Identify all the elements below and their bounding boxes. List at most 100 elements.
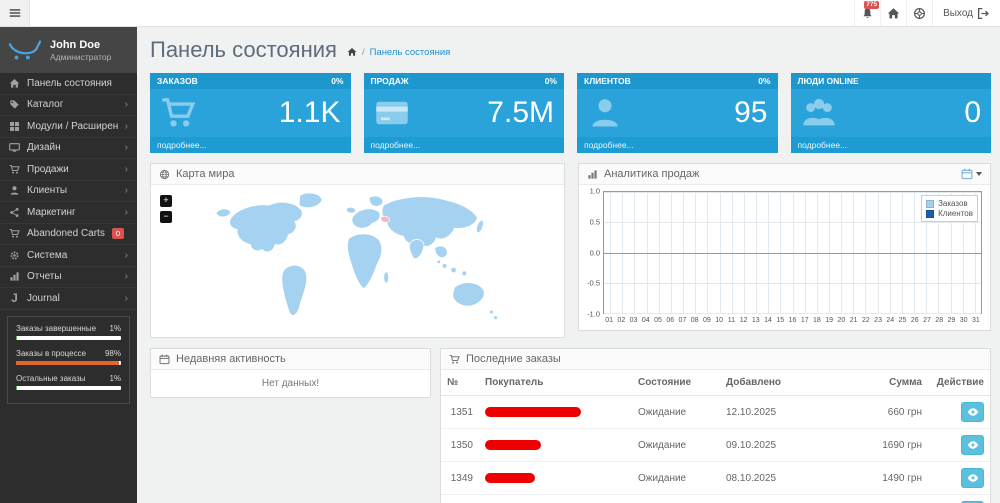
x-tick-label: 04	[641, 317, 650, 324]
share-icon	[9, 207, 20, 218]
order-id: 1349	[441, 461, 479, 495]
x-tick-label: 11	[727, 317, 735, 324]
chevron-right-icon: ›	[124, 271, 128, 283]
sign-out-icon	[977, 7, 990, 20]
y-tick-label: 1.0	[589, 186, 600, 196]
x-tick-label: 03	[629, 317, 638, 324]
order-total: 525 грн	[838, 494, 928, 503]
sidebar-item-customers[interactable]: Клиенты ›	[0, 181, 137, 202]
stat-tiles: ЗАКАЗОВ 0% 1.1K подробнее... ПРОДАЖ 0% 7.5…	[150, 73, 991, 153]
calendar-icon	[159, 354, 170, 365]
stat-progress-fill	[16, 335, 18, 340]
x-tick-label: 06	[666, 317, 675, 324]
tile-sales: ПРОДАЖ 0% 7.5M подробнее...	[363, 73, 564, 153]
world-map-image	[215, 192, 498, 321]
y-tick-label: -1.0	[587, 309, 600, 319]
x-tick-label: 26	[910, 317, 919, 324]
legend-swatch	[926, 199, 935, 208]
view-order-button[interactable]	[961, 402, 984, 422]
x-tick-label: 18	[813, 317, 821, 324]
x-tick-label: 13	[751, 317, 760, 324]
legend-entry: Заказов	[926, 199, 973, 208]
breadcrumb-link-dashboard[interactable]: Панель состояния	[369, 46, 451, 58]
world-map[interactable]: + −	[151, 185, 564, 337]
storefront-home-button[interactable]	[880, 0, 906, 26]
sidebar-item-marketing[interactable]: Маркетинг ›	[0, 202, 137, 224]
x-tick-label: 21	[849, 317, 858, 324]
x-tick-label: 28	[935, 317, 944, 324]
stat-orders-completed: Заказы завершенные 1%	[16, 324, 121, 340]
life-ring-icon	[913, 7, 926, 20]
recent-activity-panel: Недавняя активность Нет данных!	[150, 348, 431, 398]
chevron-right-icon: ›	[124, 142, 128, 154]
view-order-button[interactable]	[961, 435, 984, 455]
x-tick-label: 23	[874, 317, 882, 324]
tile-more-link[interactable]: подробнее...	[363, 137, 564, 153]
y-tick-label: 0.0	[589, 248, 600, 257]
progress-track	[16, 335, 121, 340]
legend-swatch	[926, 209, 935, 218]
notifications-badge: 775	[864, 1, 880, 9]
chart-period-dropdown[interactable]	[961, 168, 982, 180]
x-tick-label: 07	[678, 317, 687, 324]
sidebar-item-extensions[interactable]: Модули / Расширения ›	[0, 116, 137, 138]
sidebar-item-reports[interactable]: Отчеты ›	[0, 267, 137, 288]
notifications-button[interactable]: 775	[854, 0, 880, 26]
sidebar-item-dashboard[interactable]: Панель состояния	[0, 73, 137, 95]
order-row: 1348 Ожидание 29.09.2025 525 грн	[441, 494, 990, 503]
activity-empty-message: Нет данных!	[261, 378, 320, 389]
map-zoom-in-button[interactable]: +	[160, 195, 172, 207]
sidebar-nav: Панель состояния Каталог › Модули / Расш…	[0, 73, 137, 310]
topbar: 775 Выход	[0, 0, 1000, 27]
view-order-button[interactable]	[961, 468, 984, 488]
x-tick-label: 25	[898, 317, 907, 324]
tile-more-link[interactable]: подробнее...	[150, 137, 351, 153]
cart-icon	[9, 164, 20, 175]
map-highlight-region	[380, 215, 390, 223]
order-row: 1351 Ожидание 12.10.2025 660 грн	[441, 395, 990, 429]
order-status: Ожидание	[632, 395, 720, 429]
cart-icon	[160, 95, 196, 131]
progress-track	[16, 385, 121, 390]
panel-title: Аналитика продаж	[604, 168, 700, 180]
menu-toggle-button[interactable]	[0, 0, 30, 26]
sidebar-item-abandoned-carts[interactable]: Abandoned Carts 0	[0, 224, 137, 245]
x-tick-label: 09	[703, 317, 711, 324]
chart-plot: Заказов Клиентов	[603, 191, 982, 314]
order-id: 1351	[441, 395, 479, 429]
x-tick-label: 14	[764, 317, 772, 324]
order-status: Ожидание	[632, 428, 720, 462]
sidebar-profile[interactable]: John Doe Администратор	[0, 27, 137, 73]
panel-title: Последние заказы	[466, 353, 561, 365]
sidebar-item-design[interactable]: Дизайн ›	[0, 138, 137, 159]
redaction-bar	[485, 406, 581, 417]
sidebar-item-catalog[interactable]: Каталог ›	[0, 95, 137, 116]
order-status: Ожидание	[632, 461, 720, 495]
x-tick-label: 30	[959, 317, 968, 324]
view-order-button[interactable]	[961, 501, 984, 503]
logout-button[interactable]: Выход	[932, 0, 1000, 26]
topbar-spacer	[30, 0, 854, 26]
chart-legend: Заказов Клиентов	[921, 195, 978, 222]
tile-more-link[interactable]: подробнее...	[790, 137, 991, 153]
tile-more-link[interactable]: подробнее...	[577, 137, 778, 153]
support-button[interactable]	[906, 0, 932, 26]
bar-chart-icon	[587, 169, 598, 180]
redaction-bar	[485, 472, 535, 483]
user-role: Администратор	[50, 51, 112, 62]
tile-percent: 0%	[331, 76, 344, 86]
tile-value: 0	[964, 96, 981, 129]
map-zoom-out-button[interactable]: −	[160, 211, 172, 223]
home-icon	[347, 47, 357, 57]
page-title: Панель состояния	[150, 37, 337, 62]
home-icon	[887, 7, 900, 20]
sidebar-item-system[interactable]: Система ›	[0, 245, 137, 267]
gridline-horizontal	[604, 282, 981, 284]
tile-value: 1.1K	[278, 96, 341, 129]
sidebar-order-stats: Заказы завершенные 1% Заказы в процессе …	[7, 315, 130, 404]
sidebar-item-journal[interactable]: J Journal ›	[0, 288, 137, 310]
globe-icon	[159, 169, 170, 180]
sidebar-item-sales[interactable]: Продажи ›	[0, 159, 137, 181]
x-tick-label: 02	[617, 317, 626, 324]
order-row: 1349 Ожидание 08.10.2025 1490 грн	[441, 461, 990, 495]
